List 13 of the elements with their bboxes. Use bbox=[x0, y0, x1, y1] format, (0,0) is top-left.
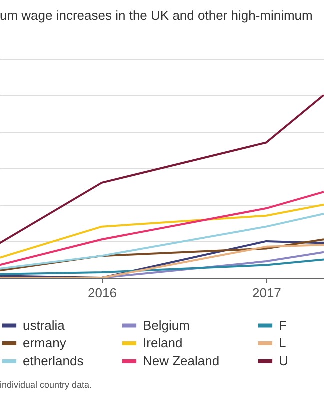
legend-label: U bbox=[279, 354, 288, 368]
x-tick-label: 2016 bbox=[88, 286, 117, 300]
legend-label: etherlands bbox=[23, 354, 84, 368]
x-tick-label: 2017 bbox=[252, 286, 282, 300]
legend-label: Ireland bbox=[143, 336, 183, 350]
legend-label: F bbox=[279, 318, 287, 333]
legend-label: ustralia bbox=[23, 318, 66, 333]
chart-title: um wage increases in the UK and other high-minimum bbox=[0, 8, 313, 23]
legend-label: L bbox=[279, 336, 286, 350]
legend-label: Belgium bbox=[143, 318, 190, 333]
text: individual country data. bbox=[0, 380, 92, 390]
legend-label: New Zealand bbox=[143, 354, 220, 368]
legend-label: ermany bbox=[23, 336, 67, 350]
